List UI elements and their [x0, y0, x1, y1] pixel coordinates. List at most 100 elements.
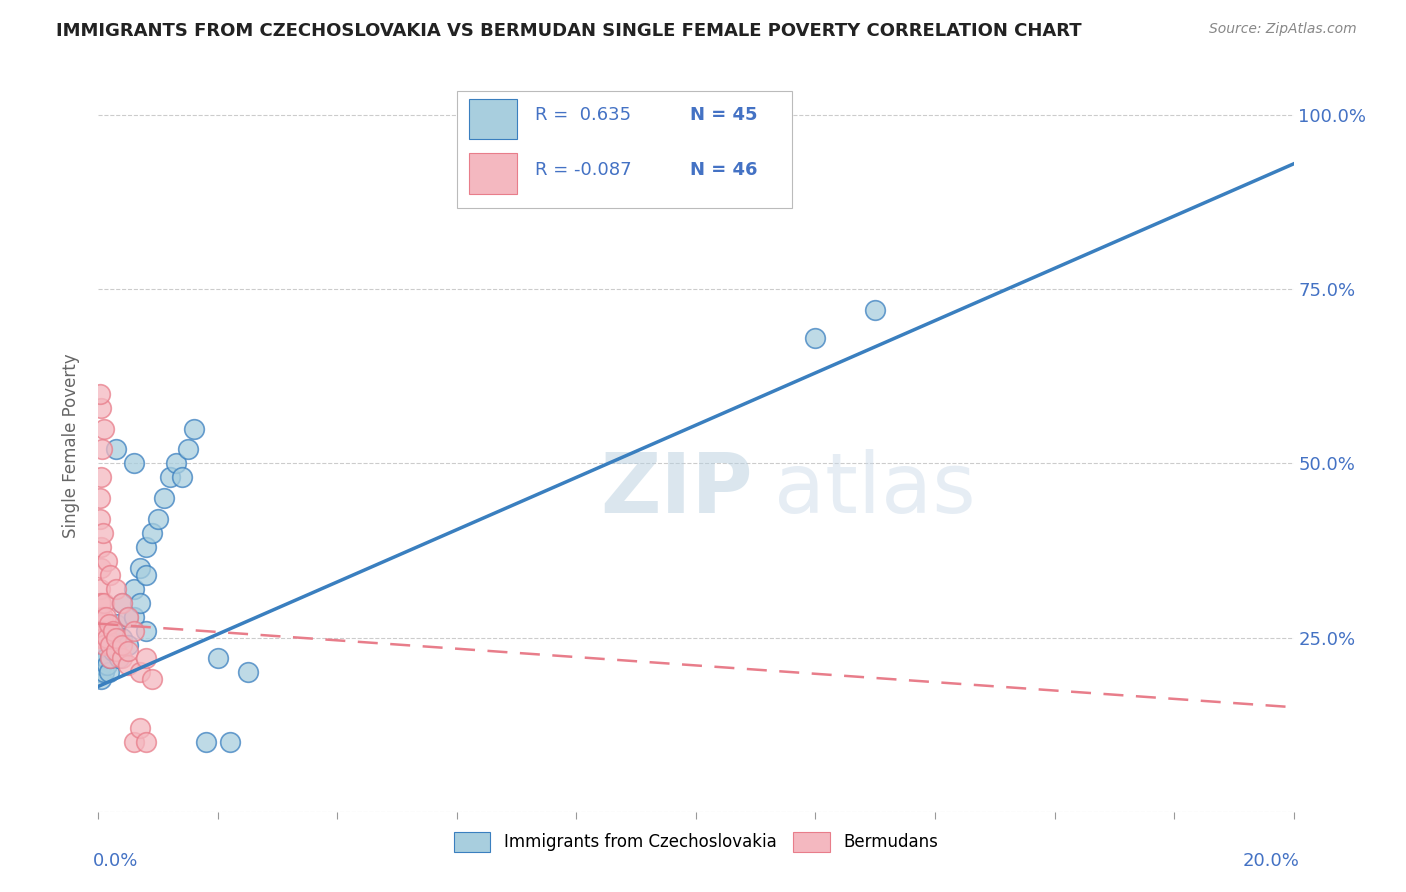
Point	[93, 631, 115, 645]
Point	[90, 401, 112, 415]
Point	[89, 582, 111, 596]
Point	[141, 673, 163, 687]
Point	[129, 596, 152, 610]
Point	[111, 631, 134, 645]
Point	[91, 644, 114, 658]
Point	[98, 651, 122, 665]
Point	[195, 735, 218, 749]
Point	[89, 386, 111, 401]
Point	[91, 631, 114, 645]
Point	[117, 609, 139, 624]
Point	[124, 609, 146, 624]
Point	[129, 561, 152, 575]
Point	[91, 442, 114, 457]
Point	[90, 561, 112, 575]
Point	[135, 651, 157, 665]
Text: N = 46: N = 46	[690, 161, 758, 179]
Point	[105, 631, 128, 645]
Point	[87, 631, 110, 645]
Point	[117, 609, 139, 624]
Text: IMMIGRANTS FROM CZECHOSLOVAKIA VS BERMUDAN SINGLE FEMALE POVERTY CORRELATION CHA: IMMIGRANTS FROM CZECHOSLOVAKIA VS BERMUD…	[56, 22, 1081, 40]
Point	[124, 457, 146, 471]
Point	[90, 540, 112, 554]
Point	[207, 651, 229, 665]
Point	[90, 470, 112, 484]
Point	[94, 609, 117, 624]
Point	[105, 442, 128, 457]
Point	[90, 638, 112, 652]
Point	[117, 658, 139, 673]
Point	[91, 658, 114, 673]
Point	[141, 526, 163, 541]
Text: Source: ZipAtlas.com: Source: ZipAtlas.com	[1209, 22, 1357, 37]
Point	[89, 624, 111, 638]
Point	[103, 644, 125, 658]
Point	[93, 421, 115, 435]
Point	[89, 596, 111, 610]
Point	[93, 624, 115, 638]
Point	[98, 651, 122, 665]
FancyBboxPatch shape	[470, 153, 517, 194]
Point	[172, 470, 194, 484]
Point	[111, 638, 134, 652]
Point	[105, 616, 128, 631]
Point	[135, 735, 157, 749]
Point	[124, 582, 146, 596]
Point	[219, 735, 242, 749]
Point	[117, 638, 139, 652]
Point	[135, 540, 157, 554]
FancyBboxPatch shape	[457, 91, 792, 209]
Point	[108, 651, 131, 665]
Point	[91, 616, 114, 631]
Point	[148, 512, 170, 526]
Text: atlas: atlas	[773, 450, 976, 531]
Point	[93, 665, 115, 680]
Point	[129, 665, 152, 680]
Point	[90, 596, 112, 610]
Point	[98, 567, 122, 582]
Point	[183, 421, 205, 435]
Point	[124, 735, 146, 749]
Point	[103, 624, 125, 638]
Text: R =  0.635: R = 0.635	[534, 106, 631, 124]
Point	[111, 596, 134, 610]
Text: 0.0%: 0.0%	[93, 852, 138, 870]
Point	[117, 644, 139, 658]
Point	[165, 457, 187, 471]
Text: ZIP: ZIP	[600, 450, 752, 531]
Point	[153, 491, 176, 506]
Text: R = -0.087: R = -0.087	[534, 161, 631, 179]
Point	[865, 303, 887, 318]
Point	[105, 638, 128, 652]
Point	[98, 624, 122, 638]
Point	[100, 638, 122, 652]
Point	[89, 609, 111, 624]
Point	[93, 596, 115, 610]
Point	[94, 651, 117, 665]
Point	[105, 582, 128, 596]
Y-axis label: Single Female Poverty: Single Female Poverty	[62, 354, 80, 538]
Point	[111, 651, 134, 665]
Point	[96, 658, 118, 673]
Point	[89, 651, 111, 665]
Point	[111, 596, 134, 610]
Point	[89, 491, 111, 506]
Point	[159, 470, 181, 484]
Point	[89, 512, 111, 526]
Point	[804, 331, 827, 345]
Point	[96, 554, 118, 568]
Point	[98, 665, 121, 680]
Point	[177, 442, 200, 457]
Point	[90, 673, 112, 687]
Point	[124, 624, 146, 638]
Point	[98, 616, 121, 631]
Point	[105, 644, 128, 658]
FancyBboxPatch shape	[470, 99, 517, 139]
Point	[135, 567, 157, 582]
Point	[91, 609, 114, 624]
Text: N = 45: N = 45	[690, 106, 758, 124]
Legend: Immigrants from Czechoslovakia, Bermudans: Immigrants from Czechoslovakia, Bermudan…	[447, 826, 945, 858]
Point	[236, 665, 259, 680]
Point	[129, 721, 152, 735]
Point	[93, 638, 115, 652]
